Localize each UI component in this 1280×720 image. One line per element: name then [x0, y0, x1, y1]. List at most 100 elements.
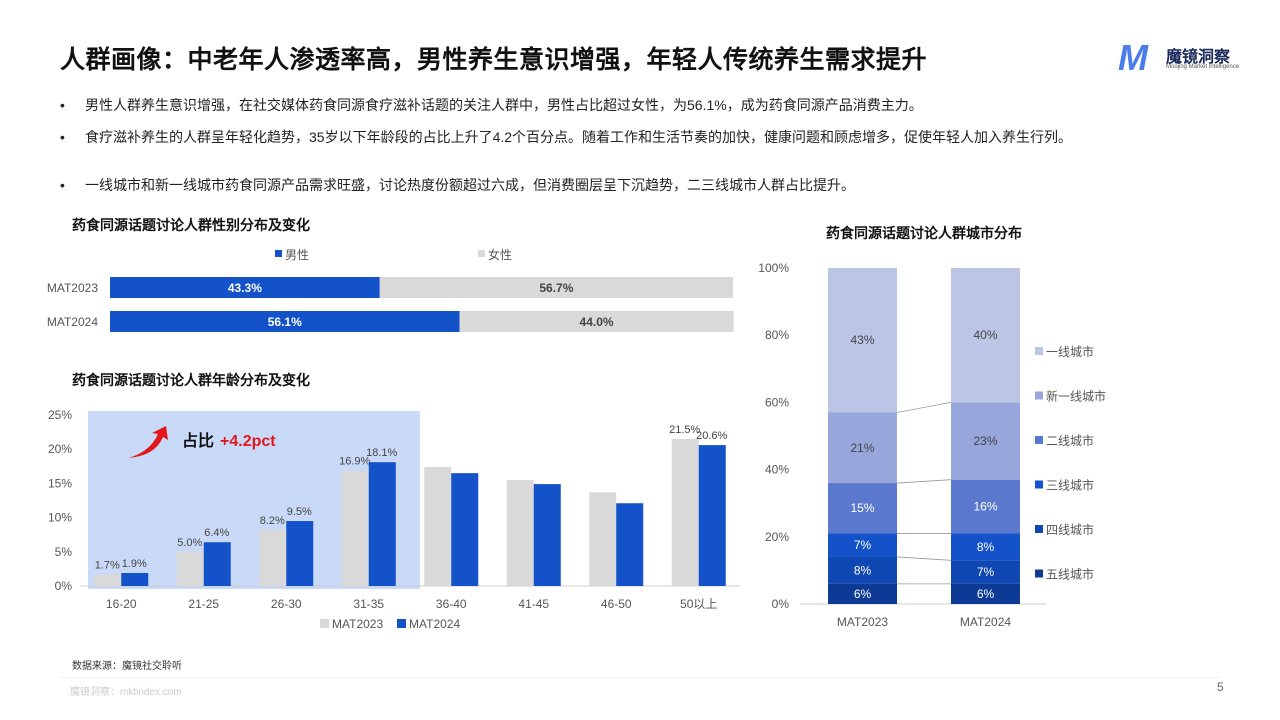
- bar-MAT2024: [616, 503, 644, 586]
- y-tick: 0%: [55, 579, 73, 593]
- legend-swatch: [320, 619, 329, 628]
- bar-MAT2024: [533, 484, 561, 586]
- legend-swatch: [397, 619, 406, 628]
- data-label: 1.7%: [95, 559, 120, 571]
- category-label: MAT2024: [47, 315, 98, 329]
- data-label: 16.9%: [339, 455, 370, 467]
- data-label: 20.6%: [696, 430, 727, 442]
- y-tick: 80%: [765, 328, 789, 342]
- logo-mark: M: [1118, 37, 1148, 78]
- y-tick: 15%: [48, 476, 72, 490]
- data-label: 1.9%: [122, 558, 147, 570]
- bar-MAT2023: [176, 551, 204, 586]
- annotation-value: +4.2pct: [220, 433, 276, 450]
- bar-一线城市: [828, 268, 897, 413]
- logo-name: 魔镜洞察: [1166, 49, 1231, 66]
- bar-四线城市: [951, 560, 1020, 584]
- bar-五线城市: [828, 583, 897, 604]
- logo: M 魔镜洞察 Moojing Market Intelligence: [1118, 40, 1248, 76]
- category-label: MAT2023: [47, 281, 98, 295]
- bar-女性: [459, 311, 734, 332]
- data-label: 9.5%: [287, 506, 312, 518]
- age-chart-title: 药食同源话题讨论人群年龄分布及变化: [72, 372, 310, 388]
- y-tick: 25%: [48, 408, 72, 422]
- y-tick: 100%: [758, 261, 789, 275]
- bullet-1: 男性人群养生意识增强，在社交媒体药食同源食疗滋补话题的关注人群中，男性占比超过女…: [60, 97, 1100, 114]
- data-label: 56.1%: [268, 315, 302, 329]
- bar-MAT2023: [341, 470, 369, 586]
- connector-line: [896, 402, 952, 413]
- city-chart-title: 药食同源话题讨论人群城市分布: [826, 225, 1022, 241]
- bar-MAT2024: [368, 462, 396, 586]
- bar-男性: [110, 277, 380, 298]
- y-tick: 20%: [765, 530, 789, 544]
- bar-MAT2024: [121, 573, 149, 586]
- legend-label: 女性: [488, 247, 512, 262]
- bar-MAT2024: [698, 445, 726, 586]
- bar-新一线城市: [951, 402, 1020, 480]
- data-label: 7%: [854, 538, 872, 552]
- data-label: 8%: [977, 540, 995, 554]
- y-tick: 60%: [765, 395, 789, 409]
- data-label: 5.0%: [177, 537, 202, 549]
- x-tick: 41-45: [518, 597, 549, 611]
- bar-新一线城市: [828, 412, 897, 484]
- x-tick: 26-30: [271, 597, 302, 611]
- x-tick: 31-35: [353, 597, 384, 611]
- legend-swatch: [1035, 391, 1043, 400]
- page-title: 人群画像：中老年人渗透率高，男性养生意识增强，年轻人传统养生需求提升: [60, 46, 928, 74]
- legend-label: 四线城市: [1046, 522, 1094, 537]
- annotation-prefix: 占比: [182, 431, 214, 450]
- bar-一线城市: [951, 268, 1020, 403]
- bar-五线城市: [951, 583, 1020, 604]
- data-source: 数据来源：魔镜社交聆听: [72, 661, 182, 672]
- bar-MAT2024: [203, 542, 231, 586]
- y-tick: 40%: [765, 463, 789, 477]
- legend-label: 三线城市: [1046, 478, 1094, 493]
- legend-swatch: [1035, 347, 1043, 355]
- bar-MAT2024: [451, 473, 479, 586]
- x-tick: 46-50: [601, 597, 632, 611]
- legend-swatch: [478, 250, 485, 257]
- x-tick: 36-40: [436, 597, 467, 611]
- bar-MAT2023: [506, 479, 534, 586]
- y-tick: 20%: [48, 442, 72, 456]
- legend-label: MAT2024: [409, 617, 460, 631]
- footer-divider: [60, 677, 1220, 678]
- legend-swatch: [275, 250, 282, 257]
- trend-arrow-icon: [128, 426, 168, 458]
- bar-二线城市: [828, 483, 897, 534]
- bar-二线城市: [951, 479, 1020, 534]
- bar-MAT2023: [259, 529, 287, 586]
- data-label: 23%: [973, 434, 997, 448]
- bullet-3: 一线城市和新一线城市药食同源产品需求旺盛，讨论热度份额超过六成，但消费圈层呈下沉…: [60, 177, 1100, 194]
- data-label: 15%: [850, 501, 874, 515]
- data-label: 43%: [850, 333, 874, 347]
- data-label: 21.5%: [669, 424, 700, 436]
- legend-label: MAT2023: [332, 617, 383, 631]
- gender-chart-title: 药食同源话题讨论人群性别分布及变化: [72, 217, 310, 233]
- bar-MAT2023: [424, 466, 452, 586]
- bar-MAT2023: [94, 574, 122, 586]
- data-label: 40%: [973, 328, 997, 342]
- bar-男性: [110, 311, 460, 332]
- page-number: 5: [1217, 680, 1224, 694]
- legend-swatch: [1035, 480, 1043, 489]
- data-label: 6%: [854, 587, 872, 601]
- legend-swatch: [1035, 525, 1043, 533]
- x-tick: 50以上: [680, 597, 717, 611]
- y-tick: 10%: [48, 511, 72, 525]
- connector-line: [896, 479, 952, 484]
- bar-MAT2023: [589, 492, 617, 586]
- data-label: 16%: [973, 500, 997, 514]
- legend-swatch: [1035, 569, 1043, 578]
- data-label: 18.1%: [366, 447, 397, 459]
- legend-label: 新一线城市: [1046, 389, 1106, 404]
- data-label: 6.4%: [204, 527, 229, 539]
- data-label: 8%: [854, 563, 872, 577]
- bar-三线城市: [828, 533, 897, 557]
- x-tick: MAT2023: [837, 615, 888, 629]
- bullet-2: 食疗滋补养生的人群呈年轻化趋势，35岁以下年龄段的占比上升了4.2个百分点。随着…: [60, 129, 1120, 146]
- y-tick: 0%: [772, 597, 790, 611]
